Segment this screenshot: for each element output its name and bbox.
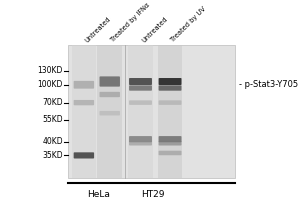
Text: 35KD: 35KD — [42, 151, 63, 160]
FancyBboxPatch shape — [100, 76, 120, 87]
FancyBboxPatch shape — [74, 152, 94, 159]
Bar — [98, 45, 122, 178]
FancyBboxPatch shape — [129, 141, 152, 146]
FancyBboxPatch shape — [129, 85, 152, 91]
FancyBboxPatch shape — [159, 141, 182, 146]
FancyBboxPatch shape — [100, 92, 120, 97]
FancyBboxPatch shape — [159, 136, 182, 142]
FancyBboxPatch shape — [100, 111, 120, 115]
FancyBboxPatch shape — [74, 100, 94, 105]
Text: 70KD: 70KD — [42, 98, 63, 107]
Text: 100KD: 100KD — [38, 80, 63, 89]
Text: Treated by UV: Treated by UV — [170, 6, 207, 43]
FancyBboxPatch shape — [159, 100, 182, 105]
FancyBboxPatch shape — [129, 100, 152, 105]
Text: HT29: HT29 — [141, 190, 165, 199]
Bar — [68, 45, 235, 178]
Text: - p-Stat3-Y705: - p-Stat3-Y705 — [239, 80, 298, 89]
Text: 40KD: 40KD — [42, 137, 63, 146]
Bar — [128, 45, 153, 178]
Text: Untreated: Untreated — [84, 15, 112, 43]
Text: 55KD: 55KD — [42, 115, 63, 124]
Bar — [158, 45, 182, 178]
Text: Treated by IFNα: Treated by IFNα — [110, 2, 151, 43]
Text: HeLa: HeLa — [87, 190, 110, 199]
FancyBboxPatch shape — [74, 81, 94, 89]
FancyBboxPatch shape — [159, 151, 182, 155]
FancyBboxPatch shape — [159, 78, 182, 85]
Bar — [72, 45, 96, 178]
Text: 130KD: 130KD — [38, 66, 63, 75]
Text: Untreated: Untreated — [140, 15, 169, 43]
FancyBboxPatch shape — [129, 136, 152, 142]
FancyBboxPatch shape — [129, 78, 152, 85]
FancyBboxPatch shape — [159, 85, 182, 91]
